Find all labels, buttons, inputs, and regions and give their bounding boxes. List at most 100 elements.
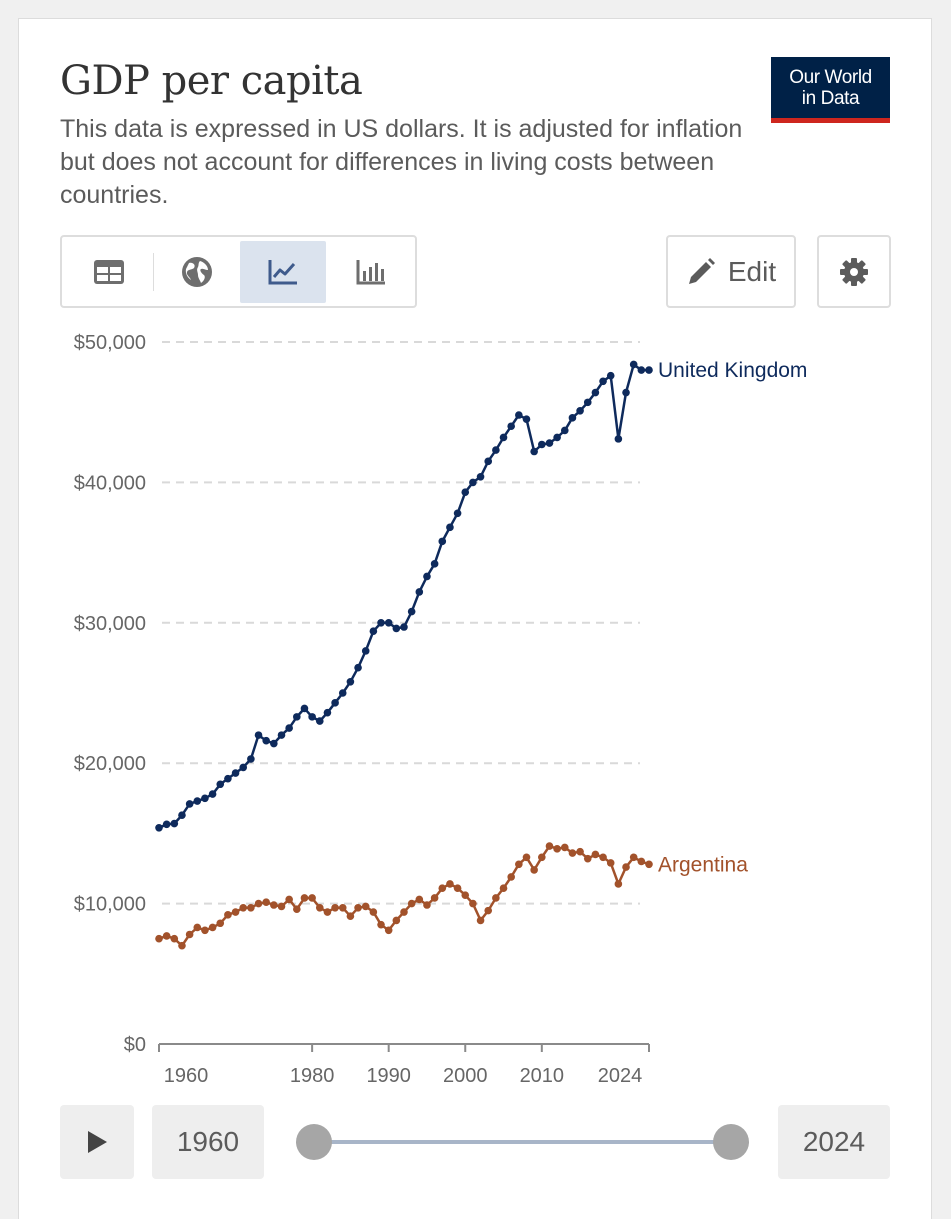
data-point	[560, 426, 569, 435]
data-point	[216, 780, 225, 789]
data-point	[201, 794, 209, 803]
data-point	[583, 398, 592, 407]
timeline-end-handle[interactable]	[713, 1124, 749, 1160]
data-point	[354, 663, 362, 672]
tab-bar-chart[interactable]	[328, 241, 414, 303]
data-point	[438, 884, 447, 892]
data-point	[499, 433, 508, 442]
data-point	[538, 853, 546, 862]
data-point	[392, 624, 401, 633]
data-point	[361, 647, 370, 655]
data-point	[576, 847, 584, 856]
data-point	[377, 920, 385, 929]
data-point	[185, 930, 194, 939]
data-point	[622, 863, 630, 871]
data-point	[162, 932, 171, 940]
line-chart-icon	[268, 260, 297, 285]
data-point	[522, 415, 531, 424]
end-year-box[interactable]: 2024	[778, 1105, 890, 1179]
data-point	[293, 713, 301, 721]
data-point	[430, 560, 439, 568]
data-point	[453, 509, 462, 518]
tab-table[interactable]	[66, 241, 152, 303]
data-point	[170, 934, 179, 943]
data-point	[216, 919, 225, 928]
data-point	[369, 908, 378, 916]
data-point	[560, 843, 569, 852]
toolbar-divider	[153, 253, 154, 291]
x-tick-label: 1980	[290, 1065, 335, 1087]
data-point	[476, 472, 485, 481]
data-point	[484, 906, 493, 915]
data-point	[530, 447, 538, 456]
data-point	[538, 440, 546, 449]
x-tick-label: 1960	[164, 1065, 209, 1087]
tab-line-chart[interactable]	[240, 241, 326, 303]
data-point	[285, 724, 293, 732]
data-point	[407, 607, 416, 616]
data-point	[614, 435, 623, 443]
data-point	[239, 763, 248, 772]
edit-button[interactable]: Edit	[666, 235, 796, 308]
data-point	[239, 904, 248, 912]
data-point	[277, 731, 286, 739]
y-tick-label: $30,000	[74, 613, 146, 635]
data-point	[400, 623, 408, 631]
play-button[interactable]	[60, 1105, 134, 1179]
timeline-start-handle[interactable]	[296, 1124, 332, 1160]
data-point	[415, 588, 424, 596]
data-point	[476, 916, 485, 925]
globe-icon	[182, 257, 212, 287]
data-point	[231, 769, 240, 777]
data-point	[614, 880, 623, 888]
data-point	[606, 859, 615, 867]
data-point	[185, 800, 194, 808]
gear-icon	[840, 257, 868, 286]
data-point	[377, 619, 385, 627]
x-tick-label: 2010	[520, 1065, 565, 1087]
data-point	[315, 904, 324, 912]
data-point	[293, 905, 301, 914]
data-point	[576, 406, 584, 415]
data-point	[469, 899, 477, 908]
y-tick-label: $20,000	[74, 753, 146, 775]
bar-chart-icon	[356, 260, 385, 285]
logo-line-2: in Data	[801, 87, 860, 109]
data-point	[645, 366, 653, 374]
data-point	[162, 820, 171, 829]
data-point	[392, 916, 401, 925]
settings-button[interactable]	[817, 235, 891, 308]
y-tick-label: $10,000	[74, 894, 146, 916]
data-point	[568, 849, 577, 857]
data-point	[645, 860, 653, 869]
data-point	[354, 904, 362, 912]
data-point	[530, 866, 538, 874]
data-point	[553, 845, 561, 853]
timeline-track[interactable]	[314, 1140, 732, 1144]
data-point	[507, 873, 515, 881]
tab-map[interactable]	[154, 241, 240, 303]
data-point	[346, 677, 355, 686]
chart-card	[18, 18, 932, 1219]
data-point	[591, 850, 600, 859]
data-point	[515, 860, 523, 869]
data-point	[407, 899, 416, 908]
data-point	[277, 902, 286, 911]
data-point	[629, 853, 638, 862]
data-point	[338, 904, 347, 912]
data-point	[254, 899, 263, 908]
series-label: Argentina	[658, 853, 748, 876]
data-point	[270, 739, 278, 748]
start-year-box[interactable]: 1960	[152, 1105, 264, 1179]
table-icon	[94, 260, 124, 284]
owid-logo[interactable]: Our World in Data	[771, 57, 890, 123]
series-label: United Kingdom	[658, 359, 807, 382]
data-point	[622, 388, 630, 397]
data-point	[423, 901, 431, 909]
y-tick-label: $0	[124, 1034, 146, 1056]
data-point	[208, 790, 217, 798]
data-point	[361, 902, 370, 911]
data-point	[522, 853, 531, 862]
data-point	[469, 478, 477, 487]
data-point	[193, 923, 202, 932]
